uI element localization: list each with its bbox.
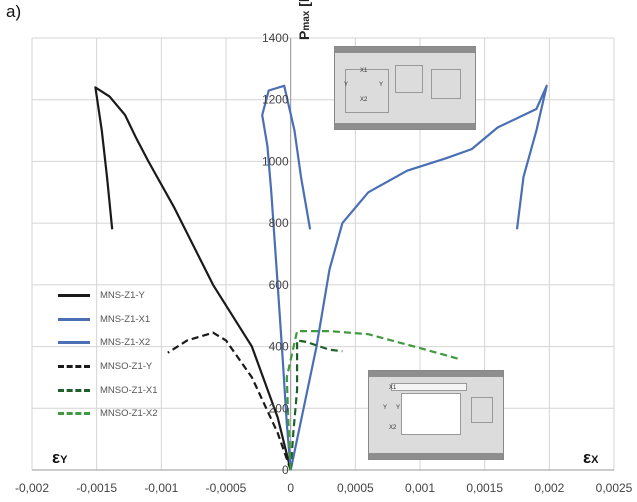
x-tick-label: 0 [287,481,294,495]
inset-label: X1 [389,385,397,391]
legend-swatch [58,317,90,321]
legend-label: MNSO-Z1-X1 [100,384,158,396]
series-line-mns-z1-x2 [289,84,548,471]
inset-bottom-flange [369,453,503,459]
series-line-mns-z1-y [94,86,292,471]
legend-label: MNSO-Z1-Y [100,361,153,373]
x-tick-label: -0,002 [15,481,49,495]
x-tick-label: 0,0025 [596,481,633,495]
series-line-mnso-z1-y [167,331,292,471]
inset-top-flange [335,47,475,53]
legend-swatch [58,294,90,298]
vertical-axis-title-sub: max [301,10,312,31]
inset-opening [401,393,461,435]
x-tick-label: 0,0005 [337,481,374,495]
inset-panel-outline [345,69,389,113]
vertical-axis-title-unit: [kN] [296,0,312,11]
x-tick-label: -0,0005 [206,481,247,495]
inset-panel-outline [431,69,461,99]
legend-label: MNSO-Z1-X2 [100,408,158,420]
legend-label: MNS-Z1-X1 [100,313,151,325]
legend-label: MNS-Z1-X2 [100,337,151,349]
legend-swatch [58,388,90,392]
x-tick-label: 0,001 [405,481,435,495]
series-line-mns-z1-x1 [261,84,312,471]
legend-swatch [58,341,90,345]
y-tick-label: 600 [269,278,289,292]
right-axis-title: εX [583,448,598,468]
y-tick-label: 1400 [262,31,289,45]
inset-top-flange [369,371,503,377]
right-axis-title-main: ε [583,448,592,467]
legend-item: MNSO-Z1-X1 [58,378,158,402]
left-axis-title-sub: Y [60,454,68,466]
y-tick-label: 800 [269,216,289,230]
vertical-axis-title-main: P [296,30,312,40]
y-tick-label: 200 [269,401,289,415]
y-tick-label: 0 [282,463,289,477]
inset-panel-outline [395,65,423,93]
x-tick-label: 0,0015 [466,481,503,495]
tick-labels: -0,002 -0,0015 -0,001 -0,0005 0 0,0005 0,001 0,… [15,31,633,495]
x-tick-label: 0,002 [534,481,564,495]
inset-stiffener [391,383,467,391]
inset-label: Y [379,82,384,88]
y-tick-label: 1000 [262,154,289,168]
legend-swatch [58,412,90,416]
inset-bottom-flange [335,123,475,129]
inset-label: Y [383,405,388,411]
legend: MNS-Z1-Y MNS-Z1-X1 MNS-Z1-X2 MNSO-Z1-Y M… [58,284,158,426]
right-axis-title-sub: X [591,454,599,466]
panel-label: a) [6,2,22,21]
inset-diagram-bottom: X1 Y Y X2 [368,370,504,460]
legend-label: MNS-Z1-Y [100,290,145,302]
x-tick-label: -0,001 [144,481,178,495]
left-axis-title: εY [52,448,67,468]
vertical-axis-title: Pmax [kN] [296,0,312,40]
inset-label: Y [344,82,349,88]
legend-item: MNSO-Z1-X2 [58,402,158,426]
inset-label: Y [396,405,401,411]
legend-item: MNS-Z1-Y [58,284,158,308]
series-line-mnso-z1-x2 [285,330,460,471]
inset-diagram-top: X1 Y Y X2 [334,46,476,130]
legend-swatch [58,365,90,369]
inset-label: X2 [389,425,397,431]
x-tick-label: -0,0015 [76,481,117,495]
y-tick-label: 1200 [262,93,289,107]
legend-item: MNSO-Z1-Y [58,355,158,379]
y-tick-label: 400 [269,340,289,354]
legend-item: MNS-Z1-X2 [58,331,158,355]
inset-label: X2 [360,97,368,103]
left-axis-title-main: ε [52,448,61,467]
inset-label: X1 [360,68,368,74]
series-line-mnso-z1-x1 [289,339,343,471]
legend-item: MNS-Z1-X1 [58,308,158,332]
inset-panel-outline [471,397,493,423]
series-group [94,84,548,471]
